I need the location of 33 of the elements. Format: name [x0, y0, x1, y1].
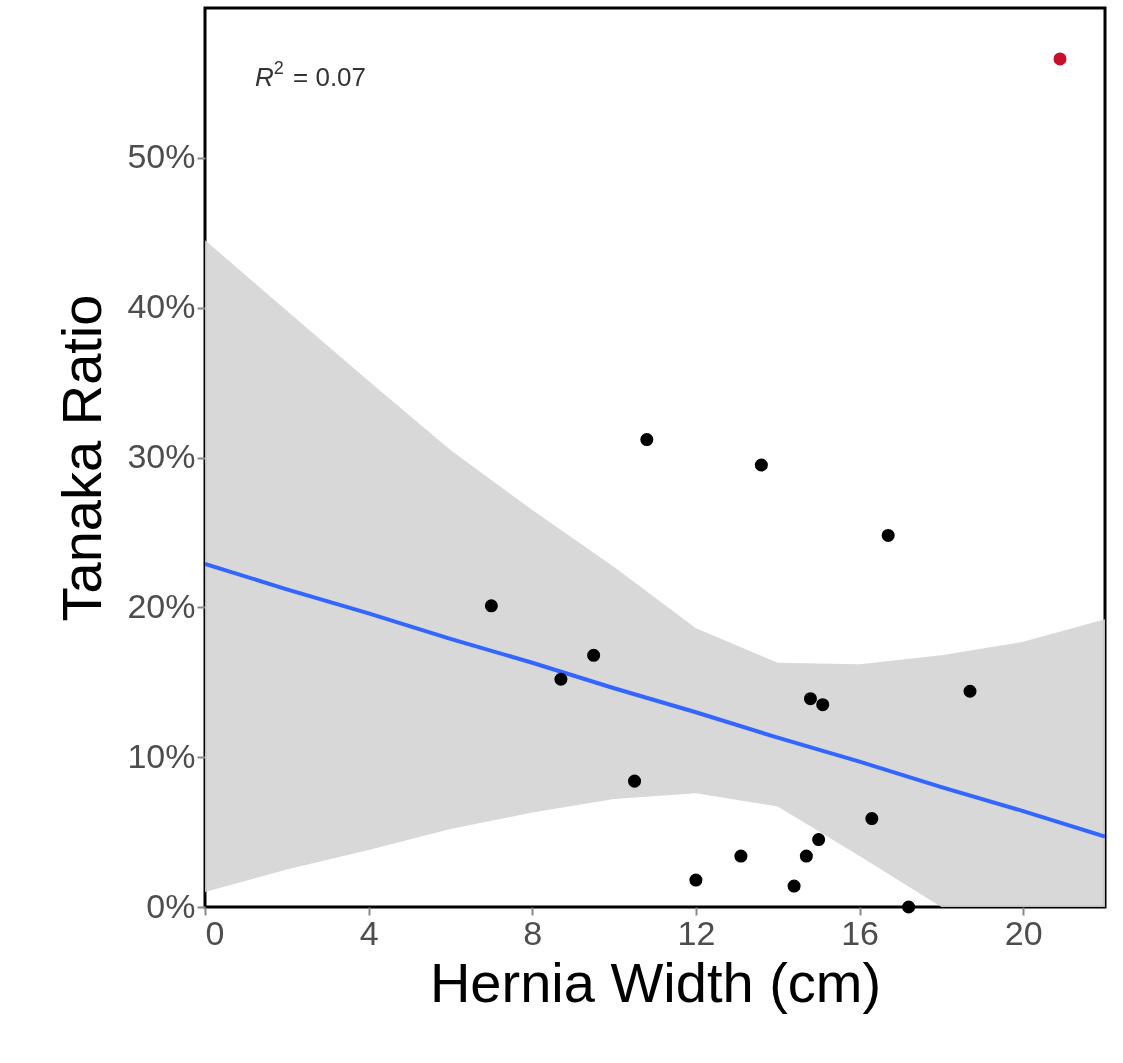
y-tick-label: 30%	[127, 437, 196, 475]
y-axis-title: Tanaka Ratio	[50, 294, 114, 622]
x-tick-label: 0	[205, 913, 225, 952]
point	[640, 433, 654, 447]
point	[963, 684, 977, 698]
x-tick-label: 20	[1004, 913, 1043, 952]
y-tick-label: 50%	[127, 137, 196, 176]
point	[799, 849, 813, 863]
point	[689, 873, 703, 887]
point	[881, 528, 895, 542]
x-tick-label: 4	[359, 913, 379, 952]
point	[787, 879, 801, 893]
y-tick-label: 10%	[127, 736, 196, 775]
point	[865, 812, 879, 826]
x-tick-label: 12	[677, 913, 716, 952]
point	[812, 833, 826, 847]
point	[554, 672, 568, 686]
y-tick-label: 40%	[127, 287, 196, 326]
line-series	[205, 561, 1105, 839]
point	[902, 900, 916, 914]
x-axis-title: Hernia Width (cm)	[429, 950, 882, 1014]
y-tick-label: 0%	[146, 886, 196, 925]
point	[803, 692, 817, 706]
x-tick-label: 8	[523, 913, 543, 952]
point	[628, 774, 642, 788]
point	[754, 458, 768, 472]
point	[1053, 52, 1067, 66]
point	[734, 849, 748, 863]
point	[587, 648, 601, 662]
point	[484, 599, 498, 613]
x-tick-label: 16	[841, 913, 879, 952]
y-tick-label: 20%	[127, 586, 196, 625]
point	[816, 698, 830, 712]
